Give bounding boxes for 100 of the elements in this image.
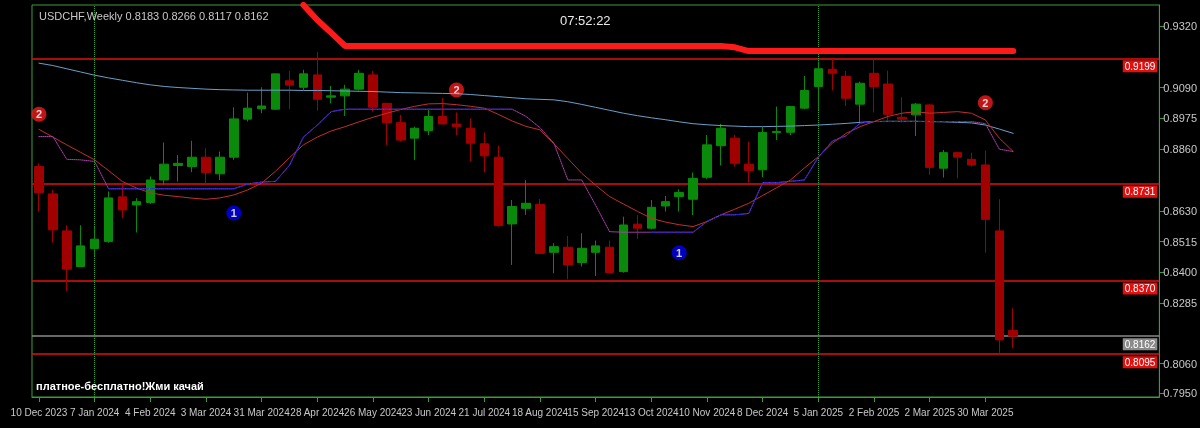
candlestick	[939, 149, 948, 179]
candlestick	[48, 189, 58, 244]
candlestick	[702, 134, 712, 180]
y-tick-label: 0.8975	[1163, 112, 1198, 125]
candlestick	[772, 106, 781, 141]
candlestick	[869, 58, 879, 113]
ref-line-label: 0.8095	[1124, 356, 1156, 368]
x-tick-label: 10 Nov 2024	[678, 406, 736, 418]
candlestick	[104, 190, 113, 244]
candlestick	[828, 58, 837, 91]
x-tick-label: 30 Mar 2025	[957, 406, 1014, 418]
candlestick	[452, 111, 461, 136]
candlestick	[619, 216, 628, 274]
candlestick	[326, 85, 336, 104]
x-tick-label: 13 Oct 2024	[624, 406, 680, 418]
ref-line-label: 0.9199	[1124, 60, 1156, 72]
candlestick	[354, 69, 364, 91]
line-series	[38, 62, 1014, 134]
candlestick	[507, 199, 517, 266]
candlestick	[34, 162, 44, 213]
candlestick	[396, 114, 406, 143]
candlestick	[897, 96, 907, 124]
candlestick	[132, 197, 141, 233]
candlestick	[62, 224, 72, 292]
candlestick	[201, 147, 211, 185]
candlestick	[424, 109, 433, 136]
y-tick-label: 0.8630	[1163, 204, 1198, 217]
x-tick-label: 31 Mar 2024	[233, 406, 291, 418]
x-tick-label: 21 Jul 2024	[458, 406, 511, 418]
annotation: платное-бесплатно!Жми качай	[36, 379, 204, 392]
candlestick	[730, 134, 740, 168]
candlestick	[285, 70, 294, 110]
x-tick-label: 18 Aug 2024	[511, 406, 569, 418]
candlestick	[229, 106, 239, 161]
text: 1	[230, 206, 237, 219]
candlestick	[76, 224, 85, 268]
candlestick	[716, 123, 726, 166]
candlestick	[967, 152, 976, 168]
candlestick	[271, 73, 280, 111]
y-tick-label: 0.8060	[1163, 357, 1198, 370]
candlestick	[758, 126, 767, 178]
text: 2	[35, 108, 43, 121]
x-tick-label: 10 Dec 2023	[10, 406, 68, 418]
candlestick	[577, 232, 587, 268]
candlestick	[438, 97, 447, 125]
x-tick-label: 28 Apr 2024	[290, 406, 345, 418]
candlestick	[410, 126, 419, 161]
candlestick	[855, 81, 865, 124]
candlestick	[1008, 307, 1018, 349]
y-tick-label: 0.8515	[1163, 235, 1198, 248]
x-tick-label: 8 Dec 2024	[737, 406, 789, 418]
y-tick-label: 0.8860	[1163, 143, 1198, 156]
candlestick	[368, 70, 378, 113]
candlestick	[995, 198, 1004, 354]
candlestick	[480, 132, 489, 173]
candlestick	[243, 92, 252, 123]
y-tick-label: 0.9320	[1163, 19, 1198, 32]
y-tick-label: 0.8285	[1163, 297, 1198, 310]
y-tick-label: 0.7950	[1163, 386, 1198, 399]
candlestick	[257, 86, 266, 114]
candlestick	[591, 240, 600, 277]
ref-line-label: 0.8162	[1124, 338, 1156, 350]
candlestick	[647, 199, 656, 230]
text: 2	[982, 96, 989, 109]
candlestick	[549, 242, 559, 274]
candlestick	[159, 141, 169, 186]
candlestick	[215, 151, 225, 181]
x-tick-label: 23 Jun 2024	[401, 406, 457, 418]
candlestick	[953, 151, 962, 179]
candlestick	[814, 61, 823, 111]
candlestick	[800, 75, 809, 110]
x-tick-label: 5 Jan 2025	[793, 406, 844, 418]
candlestick	[173, 154, 183, 183]
candlestick	[466, 117, 475, 162]
x-tick-label: 7 Jan 2024	[69, 406, 120, 418]
y-tick-label: 0.8400	[1163, 266, 1198, 279]
candlestick	[494, 145, 503, 228]
x-tick-label: 4 Feb 2024	[125, 406, 177, 418]
candlestick	[535, 198, 545, 255]
x-tick-label: 2 Mar 2025	[904, 406, 956, 418]
candlestick	[187, 140, 197, 173]
ref-line-label: 0.8731	[1124, 186, 1156, 198]
annotation: 07:52:22	[560, 13, 611, 28]
candlestick	[688, 171, 698, 216]
candlestick	[521, 179, 531, 216]
series-label: 2	[453, 83, 460, 96]
x-tick-label: 26 May 2024	[344, 406, 403, 418]
x-tick-label: 3 Mar 2024	[180, 406, 232, 418]
candlestick	[313, 51, 322, 112]
y-tick-label: 0.9090	[1163, 81, 1198, 94]
chart-title: USDCHF,Weekly 0.8183 0.8266 0.8117 0.8162	[39, 9, 269, 22]
candlestick	[299, 69, 308, 91]
candlestick	[744, 141, 754, 184]
candlestick	[674, 188, 684, 213]
ref-line-label: 0.8370	[1124, 282, 1156, 294]
candlestick	[841, 70, 851, 107]
series-label: 1	[676, 246, 683, 259]
candlestick	[786, 105, 795, 136]
candlestick	[563, 235, 573, 280]
candlestick	[605, 240, 614, 274]
